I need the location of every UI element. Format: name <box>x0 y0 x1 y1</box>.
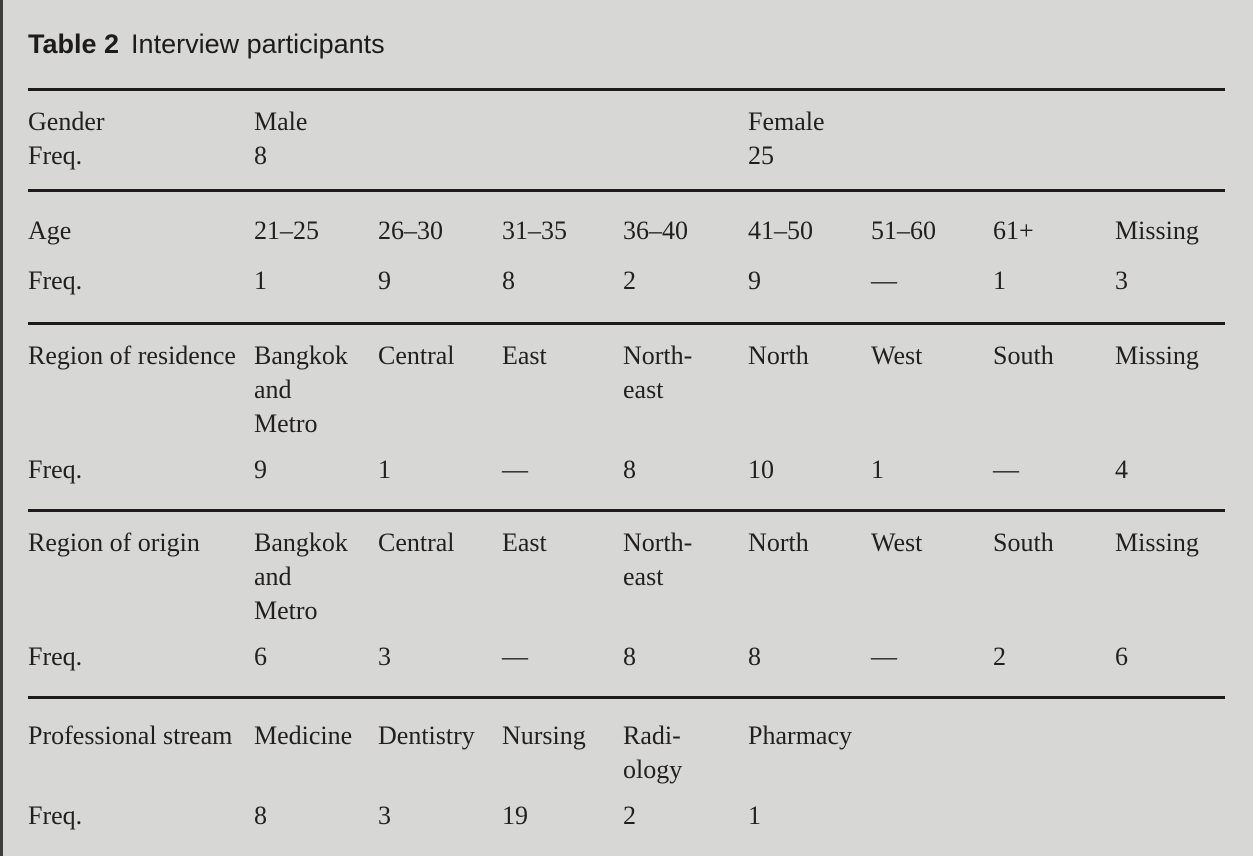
freq-label: Freq. <box>28 141 83 170</box>
category-cell: Pharmacy <box>748 721 853 750</box>
table-row: Freq. 9 1 — 8 10 1 — 4 <box>28 441 1225 511</box>
table-number: Table 2 <box>28 29 120 59</box>
table-row: Professional stream Medicine Dentistry N… <box>28 698 1225 788</box>
category-cell: Nursing <box>502 721 586 750</box>
category-cell: East <box>502 528 547 557</box>
freq-cell: 9 <box>748 266 762 295</box>
category-cell: 26–30 <box>378 216 443 245</box>
category-cell: North- east <box>623 341 693 404</box>
table-row: Region of residence Bangkok and Metro Ce… <box>28 324 1225 442</box>
category-cell: Radi- ology <box>623 721 683 784</box>
table-row: Freq. 8 25 <box>28 139 1225 191</box>
category-cell: 41–50 <box>748 216 814 245</box>
category-cell: Dentistry <box>378 721 475 750</box>
freq-cell: 1 <box>748 801 762 830</box>
table-caption: Interview participants <box>131 29 385 59</box>
freq-cell: 8 <box>254 141 267 170</box>
freq-cell: — <box>502 642 528 671</box>
table-row: Freq. 1 9 8 2 9 — 1 3 <box>28 248 1225 324</box>
freq-cell: 1 <box>254 266 267 295</box>
category-cell: North <box>748 341 809 370</box>
freq-cell: 8 <box>623 642 636 671</box>
category-cell: North- east <box>623 528 693 591</box>
page-edge-artifact <box>0 0 3 856</box>
freq-cell: 8 <box>254 801 267 830</box>
freq-cell: 3 <box>378 801 391 830</box>
category-cell: West <box>871 341 923 370</box>
section-professional-stream: Professional stream Medicine Dentistry N… <box>28 697 1226 856</box>
section-region-of-origin: Region of origin Bangkok and Metro Centr… <box>28 510 1226 698</box>
category-cell: South <box>993 528 1054 557</box>
category-cell: Male <box>254 107 308 136</box>
category-cell: East <box>502 341 547 370</box>
table-row: Freq. 6 3 — 8 8 — 2 6 <box>28 628 1225 698</box>
freq-cell: 1 <box>871 455 885 484</box>
empty-cell <box>871 698 1225 788</box>
category-cell: North <box>748 528 809 557</box>
freq-label: Freq. <box>28 642 83 671</box>
freq-label: Freq. <box>28 266 83 295</box>
freq-cell: 1 <box>378 455 391 484</box>
table-row: Region of origin Bangkok and Metro Centr… <box>28 511 1225 629</box>
category-cell: 21–25 <box>254 216 319 245</box>
category-cell: Missing <box>1115 341 1199 370</box>
freq-cell: 9 <box>378 266 391 295</box>
category-cell: 36–40 <box>623 216 688 245</box>
freq-cell: 4 <box>1115 455 1129 484</box>
table-row: Gender Male Female <box>28 90 1225 140</box>
category-cell: Central <box>378 528 455 557</box>
category-cell: Missing <box>1115 216 1199 245</box>
freq-cell: 1 <box>993 266 1007 295</box>
table-row: Freq. 8 3 19 2 1 <box>28 787 1225 855</box>
freq-label: Freq. <box>28 801 83 830</box>
freq-cell: — <box>871 266 898 295</box>
category-cell: Female <box>748 107 825 136</box>
category-cell: 31–35 <box>502 216 567 245</box>
freq-cell: 2 <box>623 266 636 295</box>
empty-cell <box>871 787 1225 855</box>
freq-cell: 10 <box>748 455 775 484</box>
freq-cell: 2 <box>993 642 1007 671</box>
freq-cell: 6 <box>254 642 267 671</box>
category-cell: Missing <box>1115 528 1199 557</box>
freq-cell: 8 <box>623 455 636 484</box>
category-cell: Bangkok and Metro <box>254 341 348 438</box>
table-row: Age 21–25 26–30 31–35 36–40 41–50 51–60 … <box>28 191 1225 249</box>
category-cell: Medicine <box>254 721 353 750</box>
section-age: Age 21–25 26–30 31–35 36–40 41–50 51–60 … <box>28 190 1226 324</box>
freq-cell: 3 <box>378 642 391 671</box>
participants-table: Gender Male Female Freq. 8 25 Age 21–25 … <box>28 88 1226 856</box>
freq-label: Freq. <box>28 455 83 484</box>
freq-cell: 3 <box>1115 266 1129 295</box>
row-label: Professional stream <box>28 721 233 750</box>
freq-cell: 6 <box>1115 642 1129 671</box>
category-cell: West <box>871 528 923 557</box>
table-title: Table 2 Interview participants <box>28 0 1225 61</box>
row-label: Gender <box>28 107 105 136</box>
section-gender: Gender Male Female Freq. 8 25 <box>28 90 1225 191</box>
category-cell: Bangkok and Metro <box>254 528 348 625</box>
section-region-of-residence: Region of residence Bangkok and Metro Ce… <box>28 323 1226 511</box>
category-cell: Central <box>378 341 455 370</box>
freq-cell: 9 <box>254 455 267 484</box>
freq-cell: 8 <box>748 642 762 671</box>
freq-cell: 19 <box>502 801 528 830</box>
category-cell: 61+ <box>993 216 1034 245</box>
row-label: Region of origin <box>28 528 200 557</box>
freq-cell: — <box>502 455 528 484</box>
row-label: Region of residence <box>28 341 236 370</box>
freq-cell: 2 <box>623 801 636 830</box>
category-cell: South <box>993 341 1054 370</box>
freq-cell: — <box>993 455 1020 484</box>
row-label: Age <box>28 216 72 245</box>
freq-cell: — <box>871 642 898 671</box>
category-cell: 51–60 <box>871 216 937 245</box>
freq-cell: 8 <box>502 266 515 295</box>
freq-cell: 25 <box>748 141 775 170</box>
